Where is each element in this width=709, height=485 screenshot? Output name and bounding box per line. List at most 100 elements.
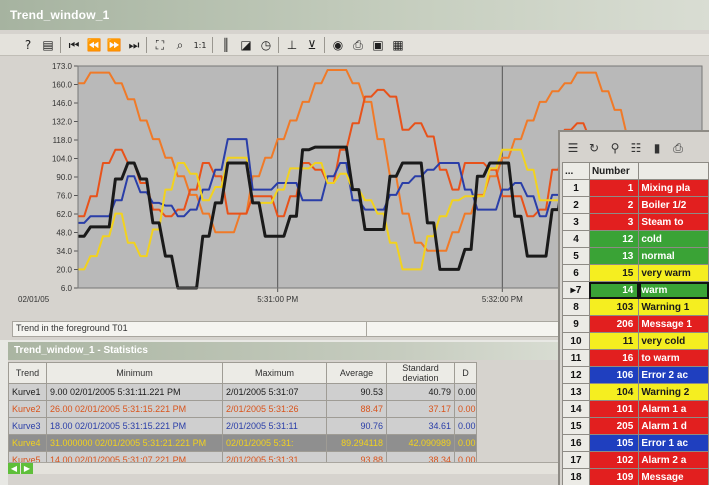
alarm-row[interactable]: 4 12 cold xyxy=(562,230,709,248)
alarm-row-index[interactable]: 2 xyxy=(562,196,590,214)
y-tick-label: 160.0 xyxy=(52,81,73,90)
alarm-row[interactable]: 8 103 Warning 1 xyxy=(562,298,709,316)
alarm-row[interactable]: 14 101 Alarm 1 a xyxy=(562,400,709,418)
statistics-title-bar[interactable]: Trend_window_1 - Statistics xyxy=(8,342,568,360)
alarm-row[interactable]: 6 15 very warm xyxy=(562,264,709,282)
alarm-row-index[interactable]: 4 xyxy=(562,230,590,248)
ruler-icon[interactable]: ║ xyxy=(222,38,230,52)
alarm-row[interactable]: 3 3 Steam to xyxy=(562,213,709,231)
alarm-message-text: Warning 2 xyxy=(638,383,709,401)
help-icon[interactable]: ? xyxy=(24,38,32,52)
alarm-row-index[interactable]: 13 xyxy=(562,383,590,401)
zoom-icon[interactable]: ⌕ xyxy=(176,37,184,52)
statistics-title: Trend_window_1 - Statistics xyxy=(14,345,148,356)
statistics-column-header[interactable]: Average xyxy=(326,362,387,384)
y-tick-label: 34.0 xyxy=(56,247,72,256)
statistics-row[interactable]: Kurve4 31.000000 02/01/2005 5:31:21.221 P… xyxy=(8,434,477,452)
alarm-row[interactable]: 18 109 Message xyxy=(562,468,709,485)
alarm-row[interactable]: 11 16 to warm xyxy=(562,349,709,367)
alarm-number: 14 xyxy=(588,281,640,299)
alarm-row-index[interactable]: 18 xyxy=(562,468,590,485)
list-icon[interactable]: ☰ xyxy=(567,141,579,155)
alarm-row-index[interactable]: 14 xyxy=(562,400,590,418)
statistics-row[interactable]: Kurve1 9.00 02/01/2005 5:31:11.221 PM 2/01… xyxy=(8,383,477,401)
alarm-row[interactable]: 10 11 very cold xyxy=(562,332,709,350)
select-data-icon[interactable]: ◪ xyxy=(240,38,252,52)
alarm-number: 103 xyxy=(588,298,640,316)
statistics-row[interactable]: Kurve2 26.00 02/01/2005 5:31:15.221 PM 2/0… xyxy=(8,400,477,418)
alarm-row-index[interactable]: 12 xyxy=(562,366,590,384)
alarm-row-index[interactable]: 3 xyxy=(562,213,590,231)
alarm-message-text: Message xyxy=(638,468,709,485)
alarm-row-index[interactable]: 1 xyxy=(562,179,590,197)
statistics-column-header[interactable]: Maximum xyxy=(222,362,327,384)
last-icon[interactable]: ⏭ xyxy=(128,37,140,52)
timer-icon[interactable]: ◷ xyxy=(260,38,272,52)
statistics-column-header[interactable]: Minimum xyxy=(46,362,223,384)
y-tick-label: 173.0 xyxy=(52,62,73,71)
alarm-row-index[interactable]: 11 xyxy=(562,349,590,367)
alarm-number: 11 xyxy=(588,332,640,350)
print-icon[interactable]: ⎙ xyxy=(353,37,363,52)
alarm-header-number[interactable]: Number xyxy=(588,162,640,180)
window-title-bar[interactable]: Trend_window_1 xyxy=(0,0,709,30)
connect-icon[interactable]: ◉ xyxy=(332,38,344,52)
statistics-cell-average: 88.47 xyxy=(326,400,387,418)
alarm-row[interactable]: 1 1 Mixing pla xyxy=(562,179,709,197)
statistics-cell-d: 0.00 xyxy=(454,400,477,418)
statistics-cell-average: 90.53 xyxy=(326,383,387,401)
alarm-row-index[interactable]: 15 xyxy=(562,417,590,435)
toolbar-separator xyxy=(146,37,147,53)
alarm-number: 205 xyxy=(588,417,640,435)
alarm-header-corner[interactable]: ... xyxy=(562,162,590,180)
statistics-column-header[interactable]: D xyxy=(454,362,477,384)
statistics-cell-maximum: 2/01/2005 5:31:11 xyxy=(222,417,327,435)
statistic-icon[interactable]: ⊻ xyxy=(307,38,317,52)
zoom-area-icon[interactable]: ⛶ xyxy=(155,37,165,52)
alarm-row[interactable]: 5 13 normal xyxy=(562,247,709,265)
statistics-cell-d: 0.00 xyxy=(454,434,477,452)
refresh-icon[interactable]: ↻ xyxy=(588,141,600,155)
forward-icon[interactable]: ⏩ xyxy=(106,38,122,52)
statistic-range-icon[interactable]: ⊥ xyxy=(286,38,298,52)
statistics-cell-d: 0.00 xyxy=(454,417,477,435)
alarm-row[interactable]: 15 205 Alarm 1 d xyxy=(562,417,709,435)
scroll-right-icon[interactable]: ▶ xyxy=(21,463,33,474)
alarm-header-text[interactable] xyxy=(638,162,709,180)
alarm-row[interactable]: 16 105 Error 1 ac xyxy=(562,434,709,452)
print-icon[interactable]: ⎙ xyxy=(673,141,683,155)
statistics-scrollbar[interactable]: ◀ ▶ xyxy=(8,462,568,474)
statistics-cell-trend: Kurve3 xyxy=(8,417,47,435)
alarm-row[interactable]: 2 2 Boiler 1/2 xyxy=(562,196,709,214)
statistics-column-header[interactable]: Standard deviation xyxy=(386,362,455,384)
rewind-icon[interactable]: ⏪ xyxy=(86,38,102,52)
alarm-row-index[interactable]: 5 xyxy=(562,247,590,265)
alarm-header-row: ... Number xyxy=(562,162,709,180)
alarm-row[interactable]: 12 106 Error 2 ac xyxy=(562,366,709,384)
first-icon[interactable]: ⏮ xyxy=(68,37,80,52)
y-tick-label: 90.0 xyxy=(56,173,72,182)
histogram-icon[interactable]: ▮ xyxy=(653,141,661,155)
statistics-window: Trend_window_1 - Statistics Trend Minimum… xyxy=(8,342,568,485)
original-view-icon[interactable]: 1:1 xyxy=(193,40,207,50)
select-icon[interactable]: ☷ xyxy=(630,141,642,155)
alarm-row-index[interactable]: 17 xyxy=(562,451,590,469)
alarm-row[interactable]: 9 206 Message 1 xyxy=(562,315,709,333)
alarm-row-index[interactable]: 10 xyxy=(562,332,590,350)
alarm-row[interactable]: 17 102 Alarm 2 a xyxy=(562,451,709,469)
statistics-row[interactable]: Kurve3 18.00 02/01/2005 5:31:15.221 PM 2/0… xyxy=(8,417,477,435)
config-icon[interactable]: ▤ xyxy=(42,38,54,52)
alarm-message-text: Error 2 ac xyxy=(638,366,709,384)
scroll-left-icon[interactable]: ◀ xyxy=(8,463,20,474)
alarm-row-index[interactable]: 8 xyxy=(562,298,590,316)
statistics-column-header[interactable]: Trend xyxy=(8,362,47,384)
alarm-row-index[interactable]: ▸7 xyxy=(562,281,590,299)
export-icon[interactable]: ▣ xyxy=(372,38,384,52)
alarm-row-index[interactable]: 16 xyxy=(562,434,590,452)
alarm-row-index[interactable]: 9 xyxy=(562,315,590,333)
alarm-row-index[interactable]: 6 xyxy=(562,264,590,282)
alarm-row[interactable]: ▸7 14 warm xyxy=(562,281,709,299)
alarm-row[interactable]: 13 104 Warning 2 xyxy=(562,383,709,401)
filter-icon[interactable]: ⚲ xyxy=(610,141,620,155)
settings-icon[interactable]: ▦ xyxy=(392,38,404,52)
